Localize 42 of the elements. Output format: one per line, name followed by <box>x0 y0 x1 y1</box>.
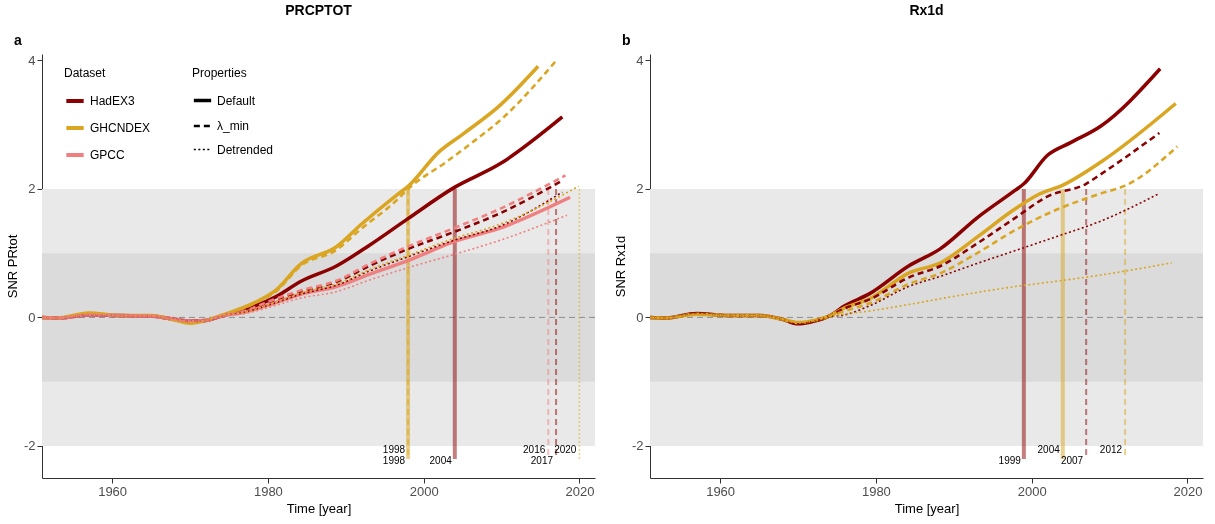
y-tick-label: 0 <box>636 309 644 325</box>
ref-line-label: 2020 <box>554 444 577 455</box>
legend-label: GHCNDEX <box>90 121 151 135</box>
text: b <box>622 32 631 48</box>
legend-label: HadEX3 <box>90 94 136 108</box>
annotation: λ_min <box>217 119 250 133</box>
x-tick-label: 1960 <box>706 483 736 499</box>
y-axis-title: SNR Rx1d <box>612 235 628 298</box>
y-tick-label: 4 <box>636 52 644 68</box>
x-tick-label: 1980 <box>861 483 891 499</box>
chart-title: PRCPTOT <box>285 2 353 18</box>
x-tick-label: 2000 <box>1017 483 1047 499</box>
ref-line-label: 1998 <box>382 455 406 466</box>
ref-line-label: 2004 <box>429 455 453 466</box>
x-tick-label: 2020 <box>1173 483 1203 499</box>
ref-line-label: 1998 <box>382 444 406 455</box>
y-tick-label: 2 <box>636 181 644 197</box>
x-tick-label: 1960 <box>98 483 128 499</box>
annotation: Detrended <box>217 142 274 157</box>
x-tick-label: 2020 <box>565 483 595 499</box>
y-tick-label: 2 <box>28 181 36 197</box>
x-tick-label: 2000 <box>409 483 439 499</box>
ref-line-label: 2007 <box>1060 455 1084 466</box>
y-tick-label: 0 <box>28 309 36 325</box>
x-tick-label: 1980 <box>253 483 283 499</box>
ref-line-label: 1999 <box>998 455 1022 466</box>
y-axis-title: SNR PRtot <box>4 234 20 299</box>
ref-line-label: 2016 <box>523 444 546 455</box>
annotation: Properties <box>192 66 247 80</box>
y-tick-label: 4 <box>28 52 36 68</box>
ref-line-label: 2012 <box>1099 444 1123 455</box>
chart-title: Rx1d <box>909 2 944 18</box>
x-axis-title: Time [year] <box>894 500 960 516</box>
ref-line-label: 2004 <box>1037 444 1061 455</box>
y-tick-label: -2 <box>23 438 36 454</box>
ref-line-label: 2017 <box>530 455 554 466</box>
legend-title: Dataset <box>64 66 107 80</box>
annotation: Default <box>217 93 256 108</box>
text: a <box>14 32 22 48</box>
legend-label: GPCC <box>90 148 125 162</box>
x-axis-title: Time [year] <box>286 500 352 516</box>
y-tick-label: -2 <box>631 438 644 454</box>
